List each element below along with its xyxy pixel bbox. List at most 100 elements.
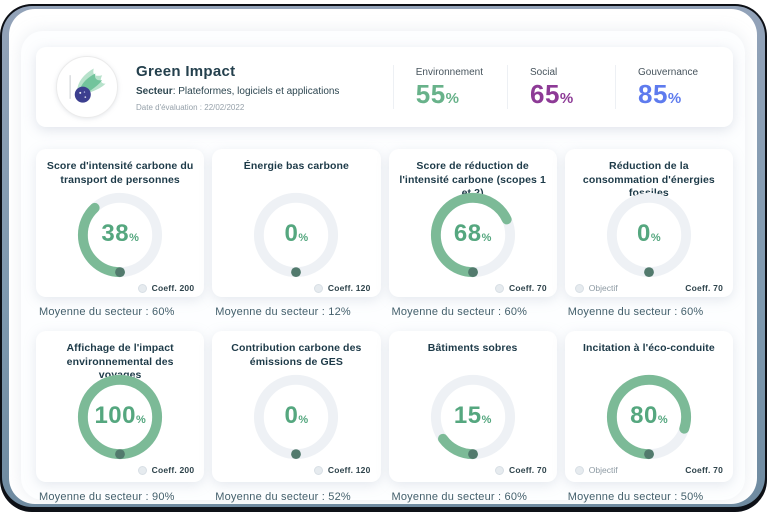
score-label: Social [530, 67, 558, 78]
percent-sign: % [298, 413, 309, 426]
metric-card: Affichage de l'impact environnemental de… [36, 331, 205, 482]
sector-average-label: Moyenne du secteur : 60% [391, 491, 528, 503]
esg-scores: Environnement 55% Social 65% Gouvernance… [392, 59, 723, 115]
objectif-dot-icon [313, 465, 323, 475]
company-logo [56, 56, 118, 118]
coefficient-label: Coeff. 120 [327, 283, 371, 293]
coefficient-label: Coeff. 70 [685, 465, 723, 475]
objectif-legend [137, 283, 152, 293]
card-footer: Coeff. 200 [46, 464, 194, 476]
objectif-legend: Objectif [574, 283, 618, 293]
metric-title: Score de réduction de l'intensité carbon… [399, 160, 546, 200]
objectif-dot-icon [495, 283, 505, 293]
objectif-dot-icon [137, 283, 147, 293]
percent-sign: % [129, 231, 139, 244]
metric-card: Contribution carbone des émissions de GE… [212, 331, 381, 482]
gauge-value: 15% [453, 401, 492, 429]
objectif-dot-icon [574, 283, 584, 293]
metric-title: Contribution carbone des émissions de GE… [231, 342, 362, 368]
card-footer: Objectif Coeff. 70 [574, 464, 723, 476]
gauge: 38% [46, 188, 194, 282]
metric-cell: Énergie bas carbone 0% Coeff. 120 Moyenn… [212, 149, 381, 331]
evaluation-date: Date d'évaluation : 22/02/2022 [136, 102, 245, 112]
sector-average-label: Moyenne du secteur : 52% [215, 491, 351, 503]
sector-average-label: Moyenne du secteur : 60% [39, 306, 175, 318]
metric-title: Énergie bas carbone [243, 160, 349, 172]
coefficient-label: Coeff. 200 [151, 283, 195, 293]
objectif-dot-icon [313, 283, 323, 293]
metrics-row-1: Score d'intensité carbone du transport d… [36, 149, 733, 331]
sector-label: Secteur [136, 85, 173, 97]
header-card: Green Impact Secteur: Plateformes, logic… [36, 47, 733, 127]
device-frame: Green Impact Secteur: Plateformes, logic… [0, 4, 767, 512]
gauge-value: 0% [637, 219, 661, 247]
objectif-legend [313, 283, 328, 293]
metric-cell: Bâtiments sobres 15% Coeff. 70 Moyenne d… [388, 331, 557, 503]
gauge: 0% [575, 188, 723, 282]
percent-sign: % [667, 90, 682, 107]
metric-cell: Contribution carbone des émissions de GE… [212, 331, 381, 503]
gauge: 68% [399, 188, 547, 282]
dashboard-screen: Green Impact Secteur: Plateformes, logic… [9, 9, 757, 504]
coefficient-label: Coeff. 120 [327, 465, 371, 475]
metric-card: Bâtiments sobres 15% Coeff. 70 [388, 331, 557, 482]
metric-title: Réduction de la consommation d'énergies … [582, 160, 715, 200]
gauge-ring-icon [606, 192, 691, 278]
score-value: 65% [530, 79, 574, 109]
gauge-ring-icon [78, 374, 163, 460]
metric-cell: Incitation à l'éco-conduite 80% Objectif… [564, 331, 733, 503]
metric-card: Réduction de la consommation d'énergies … [564, 149, 733, 297]
gauge-value: 0% [284, 401, 309, 429]
percent-sign: % [657, 413, 668, 426]
objectif-legend: Objectif [574, 465, 618, 475]
metric-card: Énergie bas carbone 0% Coeff. 120 [212, 149, 381, 297]
score-value: 55% [415, 79, 460, 109]
gauge: 80% [575, 370, 723, 464]
metric-card: Score de réduction de l'intensité carbon… [388, 149, 557, 297]
coefficient-label: Coeff. 70 [509, 283, 547, 293]
comet-logo-icon [69, 68, 106, 103]
objectif-legend [495, 283, 509, 293]
metric-card: Incitation à l'éco-conduite 80% Objectif… [564, 331, 733, 482]
gauge-ring-icon [254, 374, 339, 460]
coefficient-label: Coeff. 70 [685, 283, 723, 293]
objectif-legend [313, 465, 328, 475]
objectif-dot-icon [495, 465, 505, 475]
metric-cell: Réduction de la consommation d'énergies … [564, 149, 733, 331]
metric-cell: Score d'intensité carbone du transport d… [36, 149, 205, 331]
metric-cell: Affichage de l'impact environnemental de… [36, 331, 205, 503]
sector-average-label: Moyenne du secteur : 60% [391, 306, 528, 318]
gauge-ring-icon [254, 192, 339, 278]
coefficient-label: Coeff. 70 [509, 465, 547, 475]
gauge-ring-icon [430, 192, 515, 278]
sector-average-label: Moyenne du secteur : 50% [567, 491, 704, 503]
gauge: 0% [222, 188, 370, 282]
metric-cell: Score de réduction de l'intensité carbon… [388, 149, 557, 331]
gauge-ring-icon [606, 374, 691, 460]
objectif-legend [137, 465, 152, 475]
score-label: Environnement [415, 67, 483, 78]
card-footer: Objectif Coeff. 70 [574, 282, 723, 294]
percent-sign: % [481, 413, 492, 426]
score-gouvernance: Gouvernance 85% [615, 65, 723, 109]
gauge: 100% [46, 370, 194, 464]
metric-title: Bâtiments sobres [427, 342, 518, 354]
percent-sign: % [650, 231, 661, 244]
metrics-row-2: Affichage de l'impact environnemental de… [36, 331, 733, 503]
percent-sign: % [481, 231, 492, 244]
objectif-dot-icon [137, 465, 147, 475]
percent-sign: % [559, 90, 574, 107]
sector-average-label: Moyenne du secteur : 12% [215, 306, 351, 318]
sector-value: : Plateformes, logiciels et applications [172, 85, 340, 97]
objectif-legend [495, 465, 509, 475]
gauge-ring-icon [78, 192, 163, 278]
metric-title: Incitation à l'éco-conduite [582, 342, 715, 354]
score-social: Social 65% [507, 65, 615, 109]
card-footer: Coeff. 70 [399, 464, 547, 476]
objectif-dot-icon [574, 465, 584, 475]
metric-title: Affichage de l'impact environnemental de… [66, 342, 174, 382]
sector-average-label: Moyenne du secteur : 60% [567, 306, 704, 318]
gauge-value: 0% [284, 219, 309, 247]
card-footer: Coeff. 120 [222, 464, 370, 476]
gauge-ring-icon [430, 374, 515, 460]
